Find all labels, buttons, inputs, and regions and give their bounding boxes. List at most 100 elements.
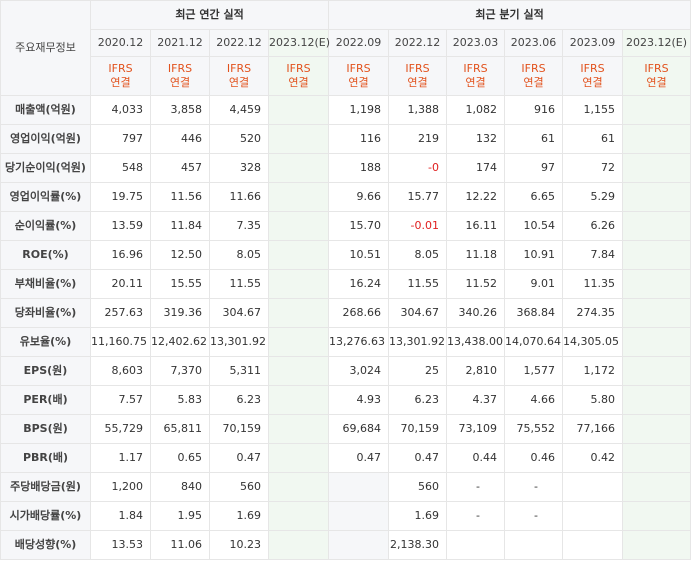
table-cell [562,501,624,531]
consolidation-label: 연결 [228,76,250,89]
date-header: 2023.06 [504,29,564,57]
table-cell: 274.35 [562,298,624,328]
date-header: 2022.12 [209,29,269,57]
table-cell [267,124,330,154]
table-row: 영업이익(억원) 797 446 520 116 219 132 61 61 [0,124,692,154]
table-cell: 11.84 [150,211,210,241]
table-cell [267,298,330,328]
row-label: 순이익률(%) [0,211,91,241]
accounting-type-header: IFRS 연결 [562,56,624,96]
table-cell: 10.23 [209,530,269,560]
table-cell: 16.24 [328,269,390,299]
table-cell: 560 [209,472,269,502]
table-cell: 4,033 [90,95,151,125]
table-cell: 6.23 [388,385,448,415]
table-cell: 13,438.00 [446,327,506,357]
table-cell: 4.66 [504,385,564,415]
table-cell [562,530,624,560]
table-cell [622,501,692,531]
table-cell: 55,729 [90,414,151,444]
table-cell: 0.47 [328,443,390,473]
table-cell [446,530,506,560]
consolidation-label: 연결 [348,76,369,89]
table-cell: 7.84 [562,240,624,270]
consolidation-label: 연결 [288,76,309,89]
date-header: 2020.12 [90,29,151,57]
table-cell [622,385,692,415]
accounting-standard-label: IFRS [405,62,430,75]
table-cell: 1.69 [209,501,269,531]
quarterly-group-title: 최근 분기 실적 [328,0,692,30]
table-cell: 11.55 [209,269,269,299]
table-cell: 11.55 [388,269,448,299]
table-cell: 340.26 [446,298,506,328]
table-row: PER(배) 7.57 5.83 6.23 4.93 6.23 4.37 4.66 5.80 [0,385,692,415]
table-cell: 1,155 [562,95,624,125]
table-row: 부채비율(%) 20.11 15.55 11.55 16.24 11.55 11.52 9.0… [0,269,692,299]
table-cell [622,356,692,386]
date-header-estimate: 2023.12(E) [622,29,692,57]
consolidation-label: 연결 [110,76,131,89]
table-cell: 13,276.63 [328,327,390,357]
header-group-row: 주요재무정보 최근 연간 실적 최근 분기 실적 [0,0,692,96]
table-cell: 25 [388,356,448,386]
row-label: 영업이익(억원) [0,124,91,154]
table-cell: 2,810 [446,356,506,386]
table-cell: 12.22 [446,182,506,212]
table-cell: 13.53 [90,530,151,560]
accounting-type-header: IFRS 연결 [622,56,692,96]
accounting-type-header: IFRS 연결 [504,56,564,96]
row-label: EPS(원) [0,356,91,386]
table-cell: 10.51 [328,240,390,270]
table-cell [267,356,330,386]
table-cell: 8,603 [90,356,151,386]
table-cell [267,240,330,270]
table-cell: - [504,472,564,502]
table-row: 당좌비율(%) 257.63 319.36 304.67 268.66 304.67 340… [0,298,692,328]
table-cell [622,298,692,328]
table-cell: 1,172 [562,356,624,386]
table-cell: - [446,472,506,502]
accounting-standard-label: IFRS [226,62,252,75]
table-row: PBR(배) 1.17 0.65 0.47 0.47 0.47 0.44 0.46 0.42 [0,443,692,473]
table-cell [622,211,692,241]
consolidation-label: 연결 [465,76,486,89]
table-cell: 268.66 [328,298,390,328]
table-cell: 73,109 [446,414,506,444]
table-cell [622,530,692,560]
table-cell: 13,301.92 [209,327,269,357]
row-label: 당기순이익(억원) [0,153,91,183]
table-cell [622,472,692,502]
table-cell: 7.57 [90,385,151,415]
table-cell: 69,684 [328,414,390,444]
row-label: 시가배당률(%) [0,501,91,531]
table-cell: 5.80 [562,385,624,415]
table-cell: 1.95 [150,501,210,531]
table-cell: 15.70 [328,211,390,241]
table-cell [328,530,390,560]
table-cell: 0.44 [446,443,506,473]
table-cell: 12.50 [150,240,210,270]
table-row: BPS(원) 55,729 65,811 70,159 69,684 70,159 73,1… [0,414,692,444]
row-label: ROE(%) [0,240,91,270]
table-cell: - [446,501,506,531]
table-row: 유보율(%) 11,160.75 12,402.62 13,301.92 13,276.… [0,327,692,357]
table-cell: 11.35 [562,269,624,299]
table-cell: 1,388 [388,95,448,125]
table-cell: 20.11 [90,269,151,299]
table-cell: 8.05 [388,240,448,270]
table-cell: - [504,501,564,531]
table-row: 당기순이익(억원) 548 457 328 188 -0 174 97 72 [0,153,692,183]
table-cell: -0 [388,153,448,183]
table-cell: 1,198 [328,95,390,125]
row-label: 유보율(%) [0,327,91,357]
table-cell [267,95,330,125]
table-cell: 16.96 [90,240,151,270]
table-cell: 9.66 [328,182,390,212]
table-cell: 77,166 [562,414,624,444]
row-label: 주당배당금(원) [0,472,91,502]
table-cell: 319.36 [150,298,210,328]
table-cell: 0.42 [562,443,624,473]
table-cell: 328 [209,153,269,183]
table-cell [328,501,390,531]
